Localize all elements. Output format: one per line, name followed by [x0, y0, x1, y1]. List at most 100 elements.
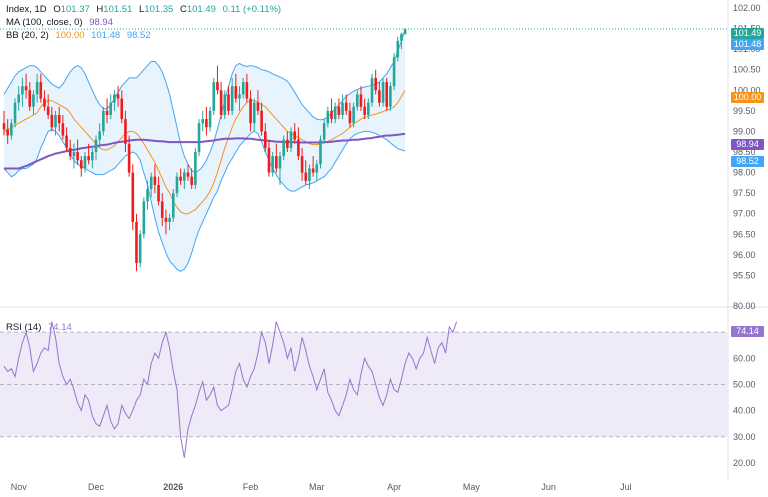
candle-body [227, 94, 230, 111]
candle-body [65, 135, 68, 148]
price-tick-label: 98.00 [733, 168, 756, 178]
candle-body [326, 110, 330, 124]
candle-body [363, 106, 366, 115]
candle-body [102, 110, 105, 132]
x-tick-label: Dec [88, 482, 105, 492]
x-tick-label: Mar [309, 482, 325, 492]
candle-body [308, 168, 311, 181]
candle-body [385, 82, 389, 107]
rsi-tick-label: 50.00 [733, 379, 756, 389]
candle-body [201, 119, 205, 124]
x-tick-label: May [463, 482, 481, 492]
bb-legend-upper: 101.48 [91, 30, 121, 41]
price-tick-label: 100.00 [733, 85, 761, 95]
high-value: 101.51 [103, 4, 133, 15]
candle-body [113, 94, 116, 103]
candle-body [109, 102, 113, 115]
rsi-legend: RSI (14) 74.14 [6, 322, 76, 334]
bb-legend-lower: 98.52 [126, 30, 151, 41]
candle-body [28, 90, 32, 107]
candle-body [282, 139, 285, 157]
candle-body [230, 86, 234, 111]
candle-body [76, 152, 79, 161]
rsi-legend-label: RSI (14) [6, 322, 42, 333]
candle-body [330, 110, 333, 120]
candle-body [135, 221, 138, 264]
symbol-header: Index, 1D O101.37 H101.51 L101.35 C101.4… [6, 4, 285, 16]
price-tick-label: 102.00 [733, 3, 761, 13]
low-value: 101.35 [144, 4, 174, 15]
bb-legend: BB (20, 2) 100.00 101.48 98.52 [6, 30, 155, 42]
candle-body [116, 94, 120, 99]
candle-body [205, 119, 208, 128]
open-label: O [53, 4, 61, 15]
candle-body [127, 143, 131, 173]
candle-body [197, 123, 201, 152]
change-value: 0.11 (+0.11%) [222, 4, 282, 15]
price-tick-label: 97.00 [733, 209, 756, 219]
candle-body [322, 123, 326, 140]
price-tick-label: 97.50 [733, 188, 756, 198]
candle-body [13, 102, 17, 124]
candle-body [83, 156, 87, 169]
candle-body [263, 131, 267, 148]
low-label: L [138, 4, 145, 15]
rsi-tick-label: 30.00 [733, 432, 756, 442]
candle-body [311, 168, 315, 173]
candle-body [278, 156, 282, 169]
rsi-legend-value: 74.14 [48, 322, 72, 333]
x-tick-label: 2026 [163, 482, 183, 492]
candle-body [153, 176, 157, 185]
candle-body [267, 147, 271, 173]
candle-body [249, 98, 252, 124]
candle-body [124, 119, 127, 144]
rsi-tick-label: 20.00 [733, 458, 756, 468]
candle-body [171, 193, 175, 218]
candle-body [256, 102, 260, 111]
x-tick-label: Nov [11, 482, 28, 492]
candle-body [186, 172, 190, 177]
candle-body [370, 77, 374, 103]
candle-body [223, 94, 227, 115]
bb-basis-price-label: 100.00 [731, 92, 764, 103]
price-tick-label: 99.50 [733, 106, 756, 116]
candle-body [344, 102, 348, 111]
rsi-tick-label: 40.00 [733, 406, 756, 416]
candle-body [32, 94, 35, 107]
price-tick-label: 100.50 [733, 65, 761, 75]
candle-body [219, 90, 223, 115]
x-tick-label: Jul [620, 482, 632, 492]
candle-body [359, 94, 363, 107]
bb-legend-basis: 100.00 [55, 30, 85, 41]
bb-legend-label: BB (20, 2) [6, 30, 49, 41]
open-value: 101.37 [60, 4, 90, 15]
candle-body [2, 123, 6, 130]
candle-body [120, 98, 124, 120]
rsi-line [3, 321, 458, 458]
candle-body [46, 106, 50, 115]
candle-body [245, 82, 249, 99]
candle-body [337, 106, 341, 115]
candle-body [54, 114, 57, 128]
candle-body [341, 102, 344, 115]
candle-body [392, 57, 396, 87]
rsi-tick-label: 80.00 [733, 301, 756, 311]
candle-body [39, 82, 43, 99]
rsi-tick-label: 60.00 [733, 353, 756, 363]
candle-body [403, 28, 407, 34]
candle-body [35, 82, 39, 95]
candle-body [289, 131, 293, 148]
candle-body [131, 172, 135, 222]
candle-body [168, 217, 171, 222]
candle-body [160, 201, 164, 218]
candle-body [194, 152, 197, 185]
candle-body [24, 86, 28, 91]
candle-body [216, 82, 219, 91]
candle-body [348, 110, 352, 124]
candle-body [21, 86, 24, 95]
candle-body [378, 90, 381, 103]
candle-body [271, 156, 274, 173]
bb-upper-price-label: 101.48 [731, 39, 764, 50]
